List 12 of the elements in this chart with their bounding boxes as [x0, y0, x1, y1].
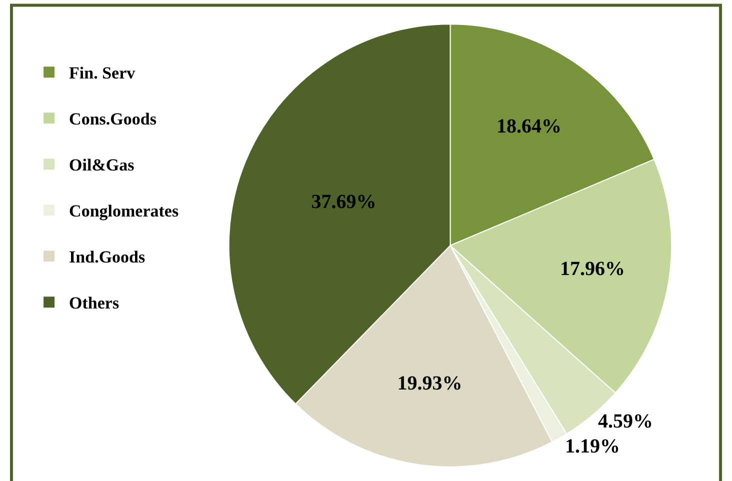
data-label: 18.64%: [496, 116, 562, 138]
legend-label: Oil&Gas: [69, 156, 135, 175]
data-label: 1.19%: [564, 435, 620, 458]
legend-label: Conglomerates: [69, 202, 179, 221]
data-label: 37.69%: [311, 191, 376, 214]
legend-label: Fin. Serv: [69, 64, 136, 83]
legend-label: Cons.Goods: [69, 110, 157, 129]
legend-label: Others: [69, 294, 120, 313]
data-label: 4.59%: [598, 410, 653, 433]
data-label: 19.93%: [397, 372, 462, 395]
data-label: 17.96%: [560, 258, 626, 280]
legend-label: Ind.Goods: [69, 248, 146, 267]
